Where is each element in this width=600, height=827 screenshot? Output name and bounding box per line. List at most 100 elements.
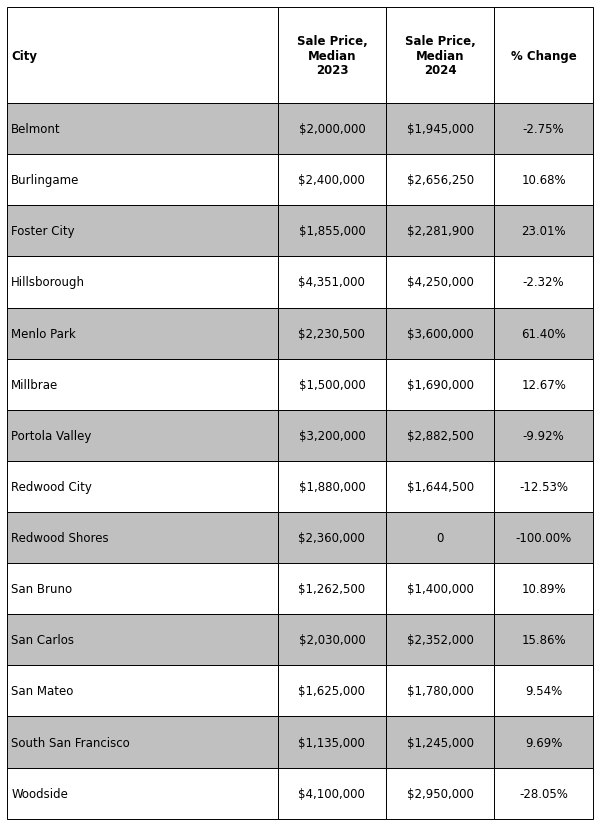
Text: 0: 0 (437, 532, 444, 544)
Bar (386, 359, 494, 410)
Text: $2,882,500: $2,882,500 (407, 429, 473, 442)
Bar (278, 257, 386, 308)
Bar (494, 308, 593, 359)
Text: $1,945,000: $1,945,000 (407, 123, 474, 136)
Text: $3,600,000: $3,600,000 (407, 327, 473, 340)
Text: $2,281,900: $2,281,900 (407, 225, 474, 238)
Text: $1,262,500: $1,262,500 (298, 582, 365, 595)
Bar (7, 308, 278, 359)
Bar (7, 359, 278, 410)
Text: 9.54%: 9.54% (525, 685, 562, 698)
Bar (7, 8, 278, 104)
Text: $1,500,000: $1,500,000 (299, 378, 365, 391)
Text: Foster City: Foster City (11, 225, 75, 238)
Text: City: City (11, 50, 37, 63)
Bar (386, 257, 494, 308)
Bar (494, 614, 593, 666)
Bar (7, 410, 278, 461)
Text: 10.68%: 10.68% (521, 174, 566, 187)
Text: 10.89%: 10.89% (521, 582, 566, 595)
Text: Millbrae: Millbrae (11, 378, 59, 391)
Text: $1,855,000: $1,855,000 (299, 225, 365, 238)
Bar (386, 8, 494, 104)
Bar (386, 410, 494, 461)
Bar (278, 767, 386, 819)
Bar (386, 717, 494, 767)
Bar (386, 666, 494, 717)
Bar (494, 767, 593, 819)
Bar (278, 614, 386, 666)
Bar (278, 717, 386, 767)
Bar (278, 513, 386, 563)
Bar (494, 257, 593, 308)
Text: Sale Price,
Median
2023: Sale Price, Median 2023 (296, 35, 367, 77)
Text: $2,000,000: $2,000,000 (299, 123, 365, 136)
Bar (494, 666, 593, 717)
Bar (278, 461, 386, 513)
Bar (278, 206, 386, 257)
Text: -9.92%: -9.92% (523, 429, 565, 442)
Text: $1,644,500: $1,644,500 (407, 480, 474, 494)
Bar (386, 563, 494, 614)
Text: $2,030,000: $2,030,000 (299, 633, 365, 647)
Text: -28.05%: -28.05% (519, 786, 568, 800)
Text: Menlo Park: Menlo Park (11, 327, 76, 340)
Bar (7, 104, 278, 155)
Text: 9.69%: 9.69% (525, 736, 562, 748)
Text: $1,245,000: $1,245,000 (407, 736, 474, 748)
Text: % Change: % Change (511, 50, 577, 63)
Bar (494, 513, 593, 563)
Text: $4,100,000: $4,100,000 (298, 786, 365, 800)
Text: Redwood City: Redwood City (11, 480, 92, 494)
Text: -2.75%: -2.75% (523, 123, 565, 136)
Text: 61.40%: 61.40% (521, 327, 566, 340)
Bar (494, 8, 593, 104)
Text: $1,625,000: $1,625,000 (298, 685, 365, 698)
Text: Portola Valley: Portola Valley (11, 429, 92, 442)
Text: $2,400,000: $2,400,000 (298, 174, 365, 187)
Bar (278, 104, 386, 155)
Bar (494, 359, 593, 410)
Bar (278, 410, 386, 461)
Text: Hillsborough: Hillsborough (11, 276, 85, 289)
Text: $1,400,000: $1,400,000 (407, 582, 473, 595)
Text: Sale Price,
Median
2024: Sale Price, Median 2024 (405, 35, 476, 77)
Bar (494, 104, 593, 155)
Text: $1,135,000: $1,135,000 (298, 736, 365, 748)
Bar (7, 563, 278, 614)
Bar (386, 513, 494, 563)
Text: $2,950,000: $2,950,000 (407, 786, 473, 800)
Text: $4,250,000: $4,250,000 (407, 276, 473, 289)
Bar (494, 410, 593, 461)
Text: 12.67%: 12.67% (521, 378, 566, 391)
Text: 23.01%: 23.01% (521, 225, 566, 238)
Bar (386, 104, 494, 155)
Bar (7, 155, 278, 206)
Bar (278, 155, 386, 206)
Bar (7, 461, 278, 513)
Text: $2,360,000: $2,360,000 (298, 532, 365, 544)
Bar (386, 155, 494, 206)
Text: San Bruno: San Bruno (11, 582, 73, 595)
Bar (494, 206, 593, 257)
Text: $2,656,250: $2,656,250 (407, 174, 474, 187)
Bar (278, 666, 386, 717)
Bar (7, 206, 278, 257)
Bar (278, 308, 386, 359)
Bar (386, 206, 494, 257)
Text: Burlingame: Burlingame (11, 174, 80, 187)
Text: Woodside: Woodside (11, 786, 68, 800)
Bar (7, 666, 278, 717)
Bar (7, 513, 278, 563)
Text: Belmont: Belmont (11, 123, 61, 136)
Bar (494, 717, 593, 767)
Text: $2,352,000: $2,352,000 (407, 633, 473, 647)
Text: San Carlos: San Carlos (11, 633, 74, 647)
Bar (7, 767, 278, 819)
Bar (7, 717, 278, 767)
Text: South San Francisco: South San Francisco (11, 736, 130, 748)
Text: $4,351,000: $4,351,000 (298, 276, 365, 289)
Bar (494, 563, 593, 614)
Text: $1,690,000: $1,690,000 (407, 378, 474, 391)
Text: $3,200,000: $3,200,000 (299, 429, 365, 442)
